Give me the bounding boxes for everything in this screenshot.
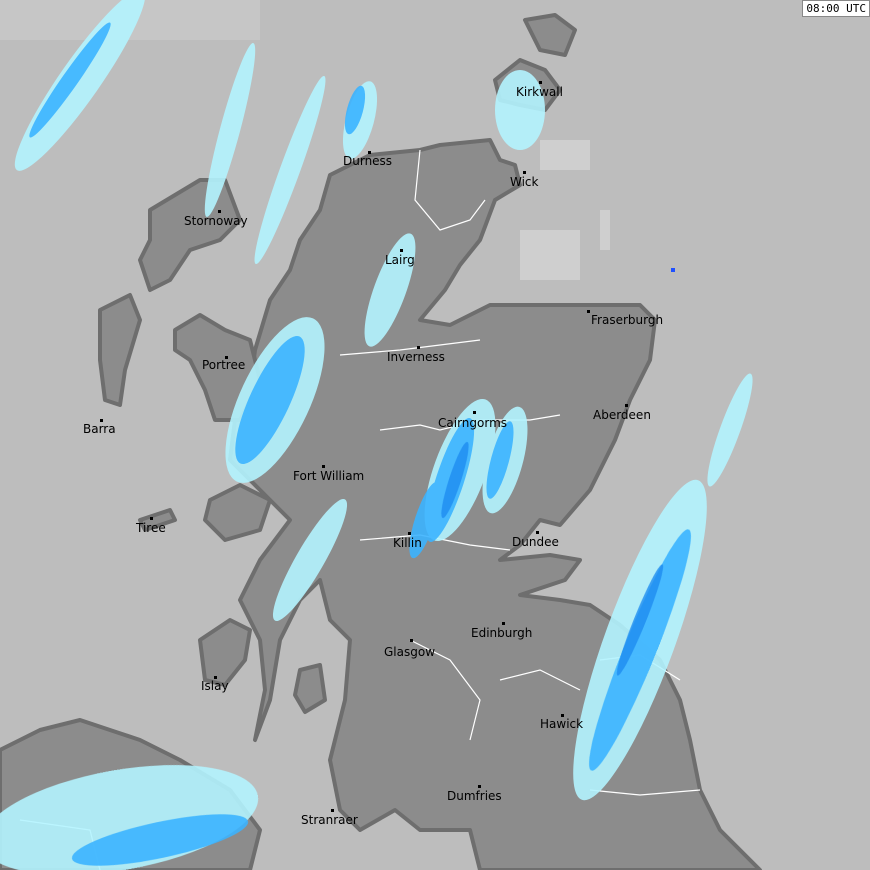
city-kirkwall[interactable]: Kirkwall	[516, 81, 563, 99]
city-dundee[interactable]: Dundee	[512, 531, 559, 549]
city-glasgow[interactable]: Glasgow	[384, 639, 435, 659]
city-portree[interactable]: Portree	[202, 356, 245, 372]
city-label: Hawick	[540, 717, 583, 731]
city-label: Edinburgh	[471, 626, 532, 640]
city-islay[interactable]: Islay	[201, 676, 229, 693]
city-label: Killin	[393, 536, 422, 550]
city-label: Cairngorms	[438, 416, 507, 430]
city-hawick[interactable]: Hawick	[540, 714, 583, 731]
city-durness[interactable]: Durness	[343, 151, 392, 168]
city-label: Stornoway	[184, 214, 248, 228]
city-stornoway[interactable]: Stornoway	[184, 210, 248, 228]
orkney-north	[523, 13, 577, 57]
city-label: Inverness	[387, 350, 445, 364]
radar-precipitation	[0, 0, 753, 870]
mull	[203, 483, 272, 542]
tiree	[138, 508, 177, 532]
city-label: Portree	[202, 358, 245, 372]
city-inverness[interactable]: Inverness	[387, 346, 445, 364]
city-label: Kirkwall	[516, 85, 563, 99]
uists	[98, 293, 142, 407]
city-label: Stranraer	[301, 813, 358, 827]
city-label: Lairg	[385, 253, 415, 267]
city-cairngorms[interactable]: Cairngorms	[438, 411, 507, 430]
city-label: Fraserburgh	[591, 313, 663, 327]
city-tiree[interactable]: Tiree	[135, 517, 166, 535]
city-barra[interactable]: Barra	[83, 419, 116, 436]
city-label: Tiree	[135, 521, 166, 535]
city-stranraer[interactable]: Stranraer	[301, 809, 358, 827]
city-edinburgh[interactable]: Edinburgh	[471, 622, 532, 640]
city-lairg[interactable]: Lairg	[385, 249, 415, 267]
city-fort-william[interactable]: Fort William	[293, 465, 364, 483]
city-label: Aberdeen	[593, 408, 651, 422]
city-label: Glasgow	[384, 645, 435, 659]
city-label: Islay	[201, 679, 229, 693]
timestamp-label: 08:00 UTC	[802, 0, 870, 17]
city-fraserburgh[interactable]: Fraserburgh	[587, 310, 663, 327]
city-label: Dumfries	[447, 789, 502, 803]
city-label: Durness	[343, 154, 392, 168]
city-killin[interactable]: Killin	[393, 532, 422, 550]
city-markers: Kirkwall Durness Wick Stornoway Lairg Fr…	[83, 81, 663, 827]
city-wick[interactable]: Wick	[510, 171, 539, 189]
city-label: Wick	[510, 175, 539, 189]
city-label: Fort William	[293, 469, 364, 483]
city-label: Barra	[83, 422, 116, 436]
arran	[293, 663, 327, 714]
islay-jura	[198, 618, 252, 687]
city-label: Dundee	[512, 535, 559, 549]
city-aberdeen[interactable]: Aberdeen	[593, 404, 651, 422]
city-dumfries[interactable]: Dumfries	[447, 785, 502, 803]
